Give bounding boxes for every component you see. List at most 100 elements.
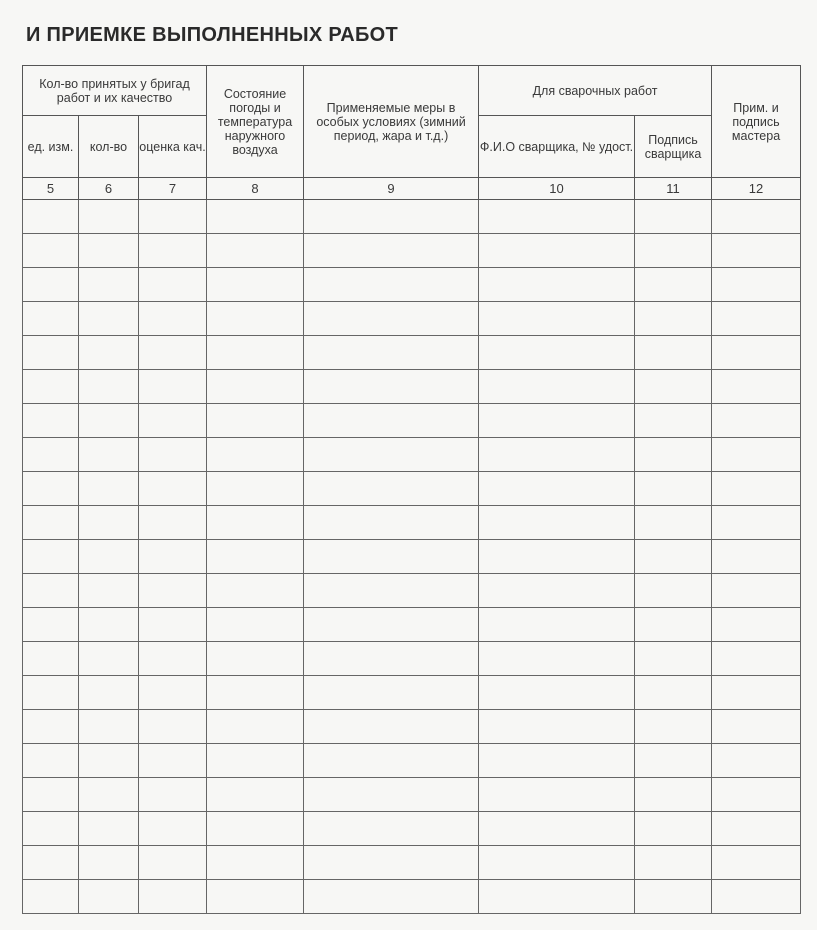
table-cell[interactable] [478,845,636,880]
table-cell[interactable] [137,437,208,472]
table-cell[interactable] [206,879,305,914]
table-cell[interactable] [137,573,208,608]
table-cell[interactable] [711,675,802,710]
table-cell[interactable] [303,505,480,540]
table-cell[interactable] [22,539,79,574]
table-cell[interactable] [478,879,636,914]
table-cell[interactable] [206,641,305,676]
table-cell[interactable] [78,403,139,438]
table-cell[interactable] [711,471,802,506]
table-cell[interactable] [303,879,480,914]
table-cell[interactable] [22,675,79,710]
table-cell[interactable] [478,539,636,574]
table-cell[interactable] [206,301,305,336]
table-cell[interactable] [634,709,713,744]
table-cell[interactable] [478,743,636,778]
table-cell[interactable] [206,267,305,302]
table-cell[interactable] [303,573,480,608]
table-cell[interactable] [711,709,802,744]
table-cell[interactable] [22,641,79,676]
table-cell[interactable] [711,879,802,914]
table-cell[interactable] [78,709,139,744]
table-cell[interactable] [78,845,139,880]
table-cell[interactable] [711,505,802,540]
table-cell[interactable] [78,301,139,336]
table-cell[interactable] [711,743,802,778]
table-cell[interactable] [137,777,208,812]
table-cell[interactable] [22,471,79,506]
table-cell[interactable] [206,335,305,370]
table-cell[interactable] [711,845,802,880]
table-cell[interactable] [634,471,713,506]
table-cell[interactable] [478,505,636,540]
table-cell[interactable] [206,437,305,472]
table-cell[interactable] [78,505,139,540]
table-cell[interactable] [634,675,713,710]
table-cell[interactable] [206,199,305,234]
table-cell[interactable] [22,335,79,370]
table-cell[interactable] [137,539,208,574]
table-cell[interactable] [303,641,480,676]
table-cell[interactable] [206,811,305,846]
table-cell[interactable] [137,233,208,268]
table-cell[interactable] [22,369,79,404]
table-cell[interactable] [634,505,713,540]
table-cell[interactable] [303,369,480,404]
table-cell[interactable] [22,199,79,234]
table-cell[interactable] [478,437,636,472]
table-cell[interactable] [711,607,802,642]
table-cell[interactable] [22,743,79,778]
table-cell[interactable] [711,369,802,404]
table-cell[interactable] [78,199,139,234]
table-cell[interactable] [78,267,139,302]
table-cell[interactable] [478,709,636,744]
table-cell[interactable] [303,709,480,744]
table-cell[interactable] [303,233,480,268]
table-cell[interactable] [22,505,79,540]
table-cell[interactable] [303,301,480,336]
table-cell[interactable] [303,437,480,472]
table-cell[interactable] [634,879,713,914]
table-cell[interactable] [634,845,713,880]
table-cell[interactable] [711,199,802,234]
table-cell[interactable] [137,879,208,914]
table-cell[interactable] [78,607,139,642]
table-cell[interactable] [22,845,79,880]
table-cell[interactable] [711,641,802,676]
table-cell[interactable] [137,301,208,336]
table-cell[interactable] [137,743,208,778]
table-cell[interactable] [711,301,802,336]
table-cell[interactable] [22,709,79,744]
table-cell[interactable] [303,743,480,778]
table-cell[interactable] [303,199,480,234]
table-cell[interactable] [634,743,713,778]
table-cell[interactable] [634,233,713,268]
table-cell[interactable] [478,641,636,676]
table-cell[interactable] [303,607,480,642]
table-cell[interactable] [206,743,305,778]
table-cell[interactable] [137,641,208,676]
table-cell[interactable] [478,471,636,506]
table-cell[interactable] [137,403,208,438]
table-cell[interactable] [137,267,208,302]
table-cell[interactable] [478,301,636,336]
table-cell[interactable] [137,607,208,642]
table-cell[interactable] [22,573,79,608]
table-cell[interactable] [478,369,636,404]
table-cell[interactable] [206,471,305,506]
table-cell[interactable] [78,369,139,404]
table-cell[interactable] [711,267,802,302]
table-cell[interactable] [303,267,480,302]
table-cell[interactable] [634,369,713,404]
table-cell[interactable] [78,879,139,914]
table-cell[interactable] [137,199,208,234]
table-cell[interactable] [137,471,208,506]
table-cell[interactable] [711,811,802,846]
table-cell[interactable] [711,539,802,574]
table-cell[interactable] [137,811,208,846]
table-cell[interactable] [634,777,713,812]
table-cell[interactable] [137,845,208,880]
table-cell[interactable] [22,437,79,472]
table-cell[interactable] [478,335,636,370]
table-cell[interactable] [22,301,79,336]
